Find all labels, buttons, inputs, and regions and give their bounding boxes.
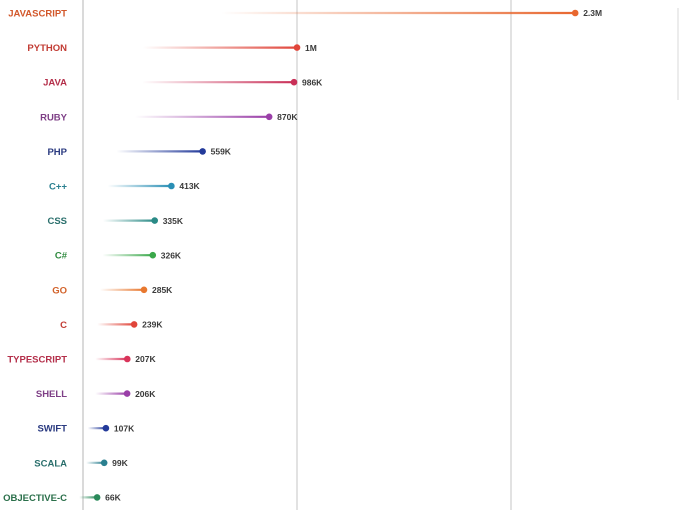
category-label-css: CSS xyxy=(47,216,67,227)
value-label-shell: 206K xyxy=(135,389,156,399)
point-ruby xyxy=(265,113,273,121)
value-label-css: 335K xyxy=(163,216,184,226)
point-python xyxy=(293,44,301,51)
point-php xyxy=(199,148,206,155)
value-label-php: 559K xyxy=(211,147,232,157)
category-label-typescript: TYPESCRIPT xyxy=(7,355,67,366)
point-c xyxy=(130,321,138,328)
point-javascript xyxy=(571,9,579,17)
category-label-go: GO xyxy=(52,285,67,296)
value-label-go: 285K xyxy=(152,285,173,295)
category-label-php: PHP xyxy=(47,147,67,158)
value-label-java: 986K xyxy=(302,77,323,87)
value-label-python: 1M xyxy=(305,43,317,53)
point-objective-c xyxy=(93,494,101,501)
category-label-objective-c: OBJECTIVE-C xyxy=(3,493,67,504)
value-label-cplusplus: 413K xyxy=(179,181,200,191)
point-java xyxy=(290,78,298,86)
point-typescript xyxy=(123,355,131,363)
point-cplusplus xyxy=(168,182,175,190)
category-label-cplusplus: C++ xyxy=(49,182,67,193)
category-label-c: C xyxy=(60,320,67,331)
category-label-python: PYTHON xyxy=(27,43,67,54)
value-label-c: 239K xyxy=(142,320,163,330)
value-label-scala: 99K xyxy=(112,458,128,468)
point-swift xyxy=(102,424,110,432)
point-csharp xyxy=(149,251,157,259)
category-label-java: JAVA xyxy=(43,78,67,89)
point-go xyxy=(140,286,148,294)
point-scala xyxy=(100,459,108,467)
category-label-javascript: JAVASCRIPT xyxy=(8,9,67,20)
value-label-swift: 107K xyxy=(114,423,135,433)
value-label-ruby: 870K xyxy=(277,112,298,122)
category-label-swift: SWIFT xyxy=(37,424,67,435)
value-label-javascript: 2.3M xyxy=(583,8,602,18)
value-label-objective-c: 66K xyxy=(105,493,121,503)
category-label-scala: SCALA xyxy=(34,458,67,469)
category-label-ruby: RUBY xyxy=(40,112,68,123)
value-label-typescript: 207K xyxy=(135,354,156,364)
point-shell xyxy=(123,390,131,397)
point-css xyxy=(151,217,158,224)
category-label-csharp: C# xyxy=(55,251,68,262)
value-label-csharp: 326K xyxy=(161,250,182,260)
category-label-shell: SHELL xyxy=(36,389,67,400)
